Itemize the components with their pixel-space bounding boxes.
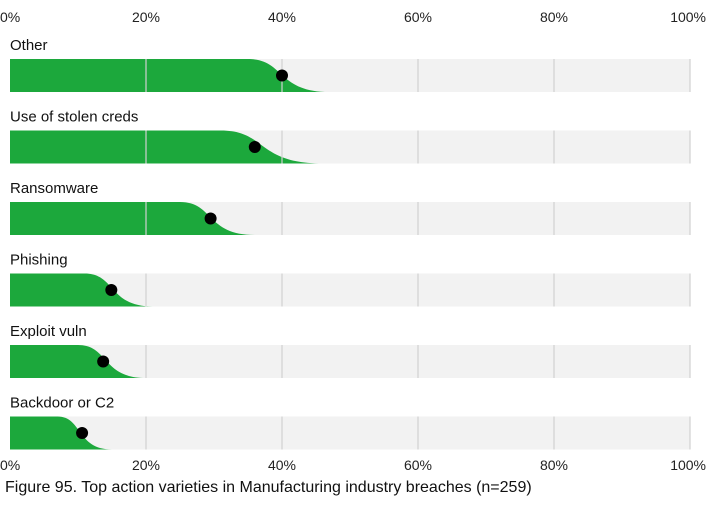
x-tick-label-bottom-3: 60% (404, 457, 432, 473)
category-label: Backdoor or C2 (10, 394, 114, 411)
category-label: Exploit vuln (10, 323, 87, 340)
point-estimate (248, 141, 261, 153)
distribution-slab (10, 202, 255, 235)
x-tick-label-top-5: 100% (670, 9, 706, 25)
category-label: Ransomware (10, 180, 98, 197)
bar-track (10, 345, 690, 378)
distribution-slab (10, 345, 146, 378)
bar-track (10, 416, 690, 450)
category-label: Use of stolen creds (10, 108, 138, 125)
x-tick-label-top-2: 40% (268, 9, 296, 25)
point-estimate (105, 284, 118, 296)
point-estimate (276, 69, 288, 82)
x-tick-label-bottom-2: 40% (268, 457, 296, 473)
x-tick-label-bottom-0: 0% (0, 457, 20, 473)
slab-chart: 0% 0% 20% 20% 40% 40% 60% 60% 80% 80% 100% 100% Othe… (0, 9, 706, 473)
category-label: Other (10, 37, 48, 54)
x-tick-label-bottom-1: 20% (132, 457, 160, 473)
point-estimate (97, 355, 110, 368)
distribution-slab (10, 416, 112, 450)
figure-caption: Figure 95. Top action varieties in Manuf… (5, 479, 532, 496)
x-tick-label-bottom-4: 80% (540, 457, 568, 473)
category-label: Phishing (10, 251, 68, 268)
distribution-slab (10, 273, 153, 307)
x-tick-label-top-1: 20% (132, 9, 160, 25)
point-estimate (76, 427, 89, 439)
point-estimate (204, 212, 217, 225)
x-tick-label-top-3: 60% (404, 9, 432, 25)
distribution-slab (10, 59, 330, 92)
x-tick-label-bottom-5: 100% (670, 457, 706, 473)
x-tick-label-top-0: 0% (0, 9, 20, 25)
x-tick-label-top-4: 80% (540, 9, 568, 25)
distribution-slab (10, 130, 323, 164)
